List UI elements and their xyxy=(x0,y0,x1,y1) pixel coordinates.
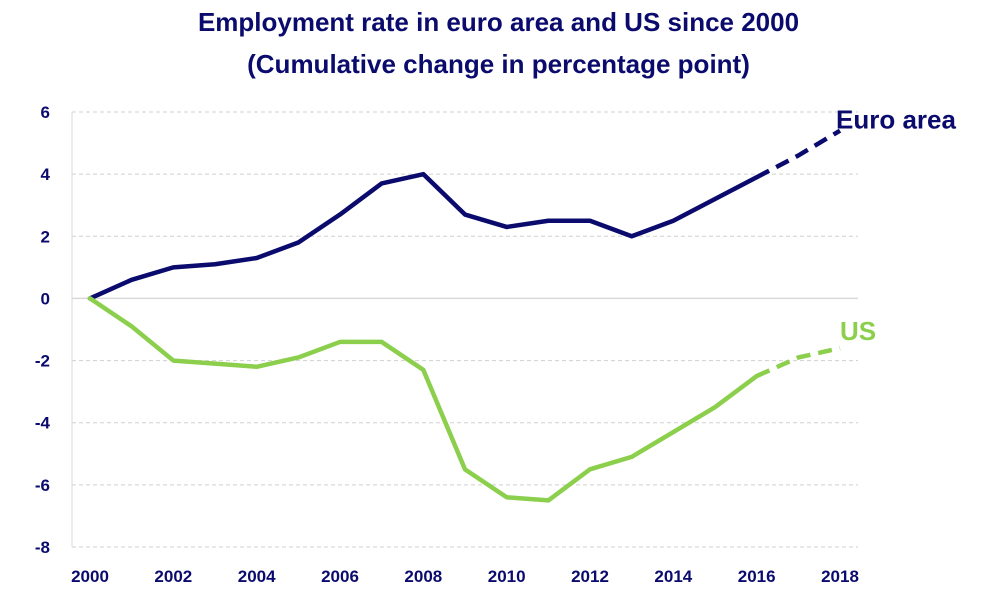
series-forecast-line-0 xyxy=(755,128,842,180)
x-tick-label: 2004 xyxy=(238,567,276,586)
series-line-1 xyxy=(87,296,759,503)
y-tick-label: -8 xyxy=(35,538,50,557)
x-tick-label: 2014 xyxy=(654,567,692,586)
y-tick-label: 4 xyxy=(41,165,51,184)
x-tick-label: 2002 xyxy=(154,567,192,586)
series-forecast-line-1 xyxy=(755,345,841,379)
x-axis-ticks: 2000 2002 2004 2006 2008 2010 2012 2014 2016 2018 xyxy=(71,567,859,586)
series-line-0 xyxy=(87,171,759,301)
series-label: US xyxy=(840,316,876,346)
x-tick-label: 2018 xyxy=(821,567,859,586)
y-tick-label: 0 xyxy=(41,289,50,308)
x-tick-label: 2016 xyxy=(738,567,776,586)
y-tick-label: 2 xyxy=(41,227,50,246)
x-tick-label: 2006 xyxy=(321,567,359,586)
series-labels: Euro area US xyxy=(836,105,956,347)
x-tick-label: 2000 xyxy=(71,567,109,586)
gridlines xyxy=(72,111,858,548)
chart-title: Employment rate in euro area and US sinc… xyxy=(197,7,800,37)
series-lines xyxy=(87,128,842,503)
y-tick-label: 6 xyxy=(41,103,50,122)
y-tick-label: -6 xyxy=(35,476,50,495)
series-label: Euro area xyxy=(836,105,956,135)
x-tick-label: 2008 xyxy=(404,567,442,586)
y-axis-ticks: 6 4 2 0 -2 -4 -6 -8 xyxy=(35,103,51,557)
chart-subtitle: (Cumulative change in percentage point) xyxy=(247,49,750,79)
x-tick-label: 2012 xyxy=(571,567,609,586)
axes xyxy=(71,112,858,547)
y-tick-label: -2 xyxy=(35,352,50,371)
y-tick-label: -4 xyxy=(35,414,51,433)
x-tick-label: 2010 xyxy=(488,567,526,586)
